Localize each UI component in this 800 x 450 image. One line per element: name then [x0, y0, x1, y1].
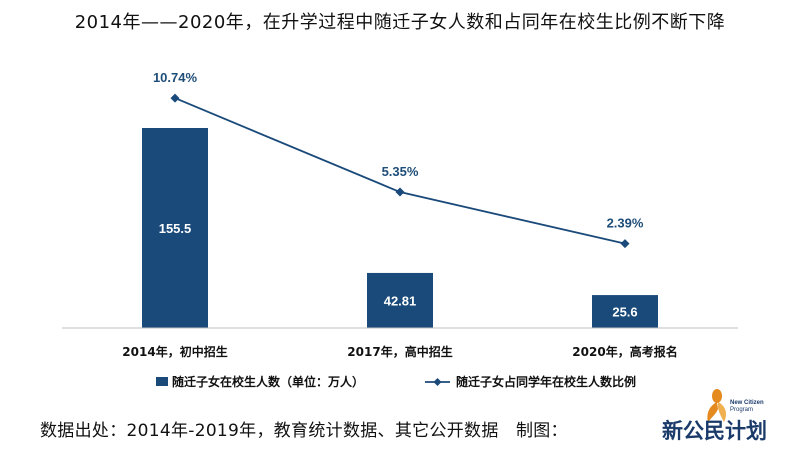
bar [592, 295, 658, 328]
line-value-label: 2.39% [607, 216, 644, 231]
line-point [395, 187, 405, 197]
line-point [170, 93, 180, 103]
bar-series: 155.5 42.81 25.6 [142, 128, 658, 328]
bar-value-label: 25.6 [612, 305, 637, 320]
logo-subtitle-1: New Citizen [730, 400, 764, 406]
x-tick-label: 2020年，高考报名 [572, 344, 677, 359]
bar [142, 128, 208, 328]
line-point [620, 239, 630, 249]
source-footer: 数据出处：2014年-2019年，教育统计数据、其它公开数据 制图： [40, 421, 568, 441]
logo-figure-icon [707, 389, 726, 422]
legend-bar-swatch [156, 377, 168, 386]
x-tick-label: 2014年，初中招生 [122, 344, 227, 359]
bar [367, 272, 433, 328]
line-series: 10.74% 5.35% 2.39% [153, 70, 644, 249]
bar-value-label: 155.5 [159, 221, 192, 236]
legend-line-label: 随迁子女占同学年在校生人数比例 [456, 374, 636, 389]
bar-value-label: 42.81 [384, 293, 417, 308]
legend-line-marker [433, 378, 442, 386]
logo-subtitle-2: Program [730, 407, 753, 413]
line-value-label: 10.74% [153, 70, 198, 85]
logo: 新公民计划 New Citizen Program [662, 389, 767, 443]
legend: 随迁子女在校生人数（单位：万人） 随迁子女占同学年在校生人数比例 [156, 374, 636, 389]
legend-bar-label: 随迁子女在校生人数（单位：万人） [172, 374, 364, 389]
logo-text: 新公民计划 [662, 418, 767, 443]
x-axis-labels: 2014年，初中招生 2017年，高中招生 2020年，高考报名 [122, 344, 677, 359]
line-value-label: 5.35% [382, 164, 419, 179]
x-tick-label: 2017年，高中招生 [347, 344, 452, 359]
chart-title: 2014年——2020年，在升学过程中随迁子女人数和占同年在校生比例不断下降 [74, 12, 726, 33]
